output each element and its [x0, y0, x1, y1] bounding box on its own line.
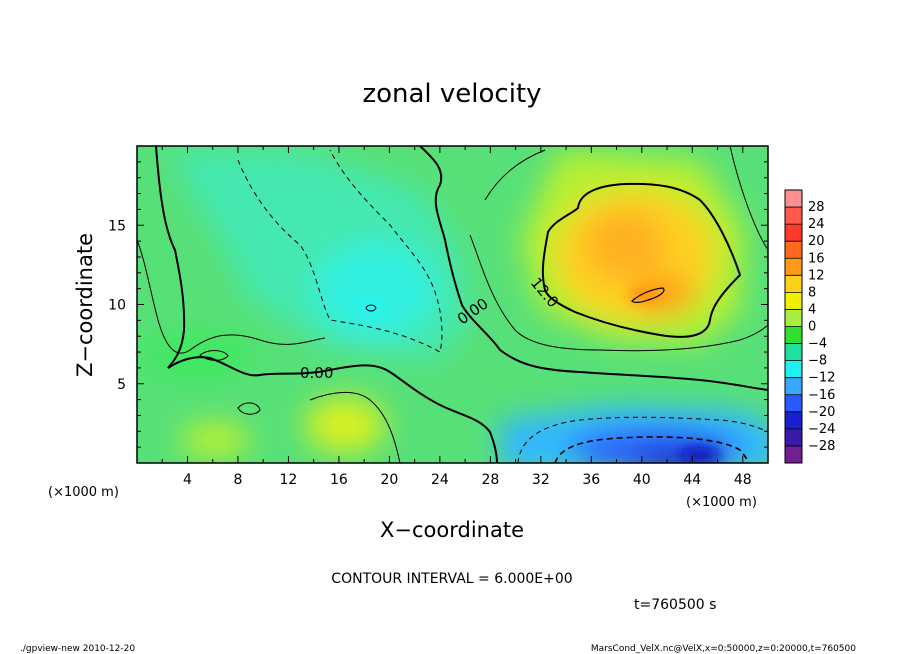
heatmap-field [137, 146, 768, 463]
colorbar-label: 12 [808, 268, 825, 283]
colorbar-label: −24 [808, 422, 835, 437]
colorbar-label: −16 [808, 388, 835, 403]
colorbar-label: −4 [808, 337, 827, 352]
x-unit-right: (×1000 m) [686, 495, 757, 510]
x-tick-label: 16 [330, 472, 348, 488]
colorbar-label: 24 [808, 217, 825, 232]
footer-left: ./gpview-new 2010-12-20 [20, 644, 135, 654]
contour-neg-six-lower [517, 416, 768, 463]
colorbar-swatch [785, 309, 802, 327]
colorbar-swatch [785, 241, 802, 259]
colorbar [784, 189, 803, 464]
footer-right: MarsCond_VelX.nc@VelX,x=0:50000,z=0:2000… [591, 644, 856, 654]
colorbar-swatch [785, 190, 802, 208]
colorbar-label: 8 [808, 285, 816, 300]
x-tick-label: 40 [633, 472, 651, 488]
colorbar-label: −8 [808, 354, 827, 369]
contour-twelve [541, 182, 742, 338]
colorbar-swatch [785, 258, 802, 276]
colorbar-swatch [785, 292, 802, 310]
colorbar-swatch [785, 343, 802, 361]
contour-label-zero-lower: 0.00 [300, 364, 333, 382]
contour-six-left [137, 239, 326, 354]
colorbar-swatch [785, 326, 802, 344]
y-axis-label: Z−coordinate [73, 233, 97, 377]
time-label: t=760500 s [634, 597, 716, 613]
contour-six-outer [484, 146, 768, 251]
colorbar-swatch [785, 207, 802, 225]
contour-eighteen [631, 287, 665, 303]
colorbar-swatch [785, 428, 802, 447]
contour-zero-mid [419, 146, 768, 391]
colorbar-label: −28 [808, 439, 835, 454]
colorbar-label: 0 [808, 320, 816, 335]
colorbar-swatch [785, 275, 802, 293]
contour-six-low [309, 391, 401, 463]
contour-small-loop-2 [199, 350, 229, 361]
x-tick-label: 4 [183, 472, 192, 488]
x-tick-label: 20 [380, 472, 398, 488]
contour-interval: CONTOUR INTERVAL = 6.000E+00 [331, 571, 572, 587]
x-axis-label: X−coordinate [380, 518, 524, 542]
colorbar-label: 16 [808, 251, 825, 266]
y-tick-label: 10 [108, 298, 126, 314]
x-tick-label: 48 [734, 472, 752, 488]
contour-six-inner [469, 234, 768, 352]
colorbar-swatch [785, 445, 802, 464]
contour-neg-six [237, 149, 443, 353]
x-tick-label: 36 [582, 472, 600, 488]
y-tick-label: 5 [117, 377, 126, 393]
colorbar-swatch [785, 224, 802, 242]
x-tick-label: 8 [233, 472, 242, 488]
colorbar-swatch [785, 360, 802, 378]
chart-title: zonal velocity [362, 79, 541, 109]
y-tick-label: 15 [108, 218, 126, 234]
x-tick-label: 32 [532, 472, 550, 488]
colorbar-swatch [785, 411, 802, 430]
x-tick-label: 28 [481, 472, 499, 488]
colorbar-label: 4 [808, 302, 816, 317]
x-tick-label: 44 [683, 472, 701, 488]
x-tick-label: 24 [431, 472, 449, 488]
x-unit-left: (×1000 m) [48, 485, 119, 500]
contour-small-loop [365, 304, 377, 312]
x-tick-label: 12 [280, 472, 298, 488]
contour-small-loop-3 [237, 402, 261, 415]
axis-ticks [136, 146, 769, 463]
colorbar-label: 20 [808, 234, 825, 249]
contour-neg-twelve [554, 436, 749, 463]
colorbar-label: −12 [808, 371, 835, 386]
colorbar-label: −20 [808, 405, 835, 420]
colorbar-swatch [785, 394, 802, 413]
colorbar-swatch [785, 377, 802, 396]
colorbar-label: 28 [808, 200, 825, 215]
